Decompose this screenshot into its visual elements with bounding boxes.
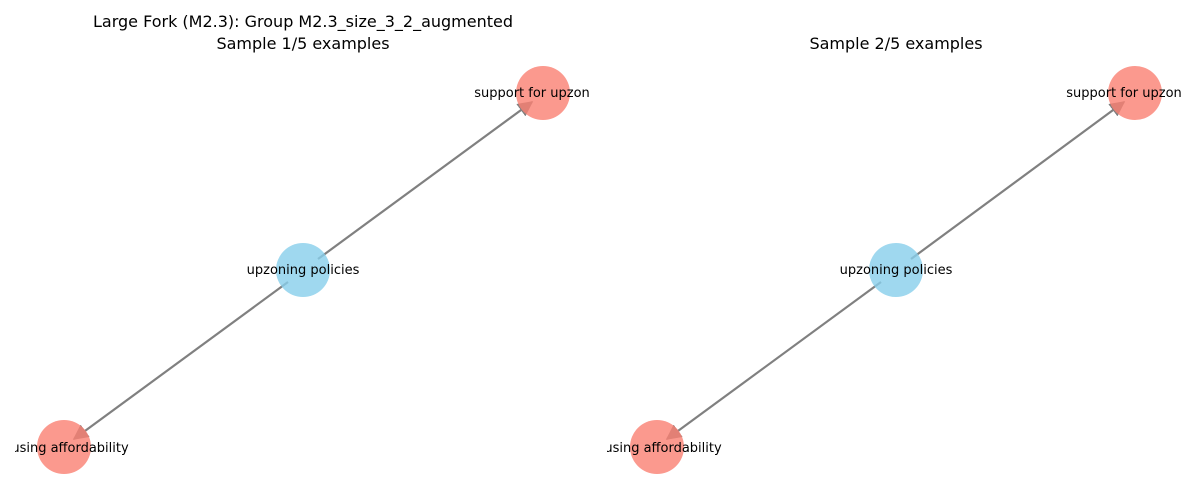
panel-2-edge-to-top [910,101,1126,260]
panel-2-node-center [869,243,923,297]
panel-1-node-bottom [37,420,91,474]
panel-2: Sample 2/5 examples support for upzon up… [604,34,1182,474]
panel-1-node-center-label: upzoning policies [247,263,360,278]
panel-1-node-bottom-label: using affordability [11,441,129,456]
panel-1-node-top [516,66,570,120]
panel-2-node-bottom [630,420,684,474]
panel-2-edge-to-bottom [665,281,882,440]
panel-2-node-center-label: upzoning policies [840,263,953,278]
panel-1-edge-to-bottom [72,281,289,440]
panel-1-node-top-label: support for upzon [474,86,590,101]
panel-1: Large Fork (M2.3): Group M2.3_size_3_2_a… [11,12,590,474]
panel-2-node-top-label: support for upzon [1066,86,1182,101]
panel-1-title-line1: Large Fork (M2.3): Group M2.3_size_3_2_a… [93,12,513,32]
panel-1-node-center [276,243,330,297]
panel-1-title-line2: Sample 1/5 examples [216,34,389,53]
panel-2-title-line2: Sample 2/5 examples [809,34,982,53]
panel-1-edge-to-top [317,101,534,260]
panel-2-node-bottom-label: using affordability [604,441,722,456]
panel-2-node-top [1108,66,1162,120]
